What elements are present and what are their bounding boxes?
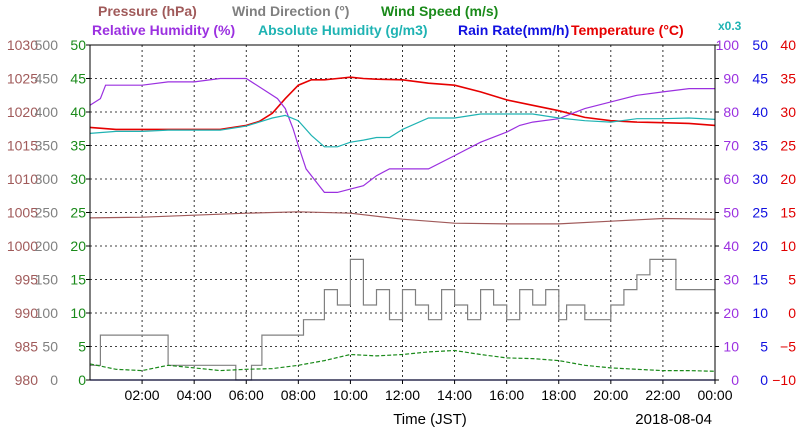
wind_speed-tick-label: 10 xyxy=(70,305,86,321)
series-wind-direction xyxy=(90,258,715,381)
wind_speed-tick-label: 25 xyxy=(70,205,86,221)
pressure-tick-label: 1015 xyxy=(7,138,38,154)
x-tick-label: 22:00 xyxy=(645,387,680,403)
rain-tick-label: 25 xyxy=(752,205,768,221)
series-wind-speed xyxy=(89,349,716,372)
humidity-tick-label: 40 xyxy=(723,238,739,254)
humidity-tick-label: 70 xyxy=(723,138,739,154)
temperature-tick-label: 20 xyxy=(780,171,796,187)
temperature-tick-label: −5 xyxy=(780,339,796,355)
wind_speed-tick-label: 45 xyxy=(70,71,86,87)
wind_dir-tick-label: 200 xyxy=(35,238,59,254)
rain-tick-label: 50 xyxy=(752,37,768,53)
rain-tick-label: 35 xyxy=(752,138,768,154)
rain-tick-label: 20 xyxy=(752,238,768,254)
date-label: 2018-08-04 xyxy=(635,411,712,428)
humidity-tick-label: 20 xyxy=(723,305,739,321)
temperature-tick-label: 5 xyxy=(788,272,796,288)
absolute-humidity-legend-label: Absolute Humidity (g/m3) xyxy=(258,22,428,38)
x-tick-label: 06:00 xyxy=(229,387,264,403)
wind_dir-tick-label: 150 xyxy=(35,272,59,288)
plot-frame xyxy=(89,44,716,381)
humidity-tick-label: 60 xyxy=(723,171,739,187)
x-tick-label: 04:00 xyxy=(177,387,212,403)
humidity-tick-label: 30 xyxy=(723,272,739,288)
x-axis: 02:00 04:00 06:00 08:00 10:00 12:00 14:00 16:00… xyxy=(125,380,733,403)
wind_speed-tick-label: 35 xyxy=(70,138,86,154)
temperature-tick-label: 15 xyxy=(780,205,796,221)
wind_speed-tick-label: 0 xyxy=(78,372,86,388)
wind-direction-legend-label: Wind Direction (°) xyxy=(232,3,349,19)
humidity-tick-label: 100 xyxy=(716,37,740,53)
humidity-legend-label: Relative Humidity (%) xyxy=(92,22,235,38)
pressure-tick-label: 1010 xyxy=(7,171,38,187)
pressure-tick-label: 980 xyxy=(15,372,39,388)
wind_speed-tick-label: 40 xyxy=(70,104,86,120)
wind_dir-tick-label: 300 xyxy=(35,171,59,187)
wind_speed-tick-label: 50 xyxy=(70,37,86,53)
x-tick-label: 16:00 xyxy=(489,387,524,403)
series-absolute-humidity xyxy=(89,113,716,148)
pressure-tick-label: 1000 xyxy=(7,238,38,254)
pressure-tick-label: 995 xyxy=(15,272,39,288)
absolute-humidity-scale-label: x0.3 xyxy=(718,19,742,33)
humidity-tick-label: 50 xyxy=(723,205,739,221)
temperature-tick-label: 35 xyxy=(780,71,796,87)
pressure-tick-label: 1025 xyxy=(7,71,38,87)
temperature-tick-label: −10 xyxy=(772,372,796,388)
series-pressure xyxy=(89,211,716,225)
rain-tick-label: 10 xyxy=(752,305,768,321)
rain-rate-legend-label: Rain Rate(mm/h) xyxy=(458,22,569,38)
series-relative-humidity xyxy=(89,77,715,193)
rain-tick-label: 15 xyxy=(752,272,768,288)
wind_speed-tick-label: 20 xyxy=(70,238,86,254)
rain-tick-label: 30 xyxy=(752,171,768,187)
pressure-tick-label: 985 xyxy=(15,339,39,355)
rain-tick-label: 5 xyxy=(760,339,768,355)
rain-tick-label: 40 xyxy=(752,104,768,120)
wind_dir-tick-label: 50 xyxy=(42,339,58,355)
x-tick-label: 02:00 xyxy=(125,387,160,403)
wind_dir-tick-label: 100 xyxy=(35,305,59,321)
wind-speed-legend-label: Wind Speed (m/s) xyxy=(381,3,498,19)
x-tick-label: 08:00 xyxy=(281,387,316,403)
wind_dir-tick-label: 400 xyxy=(35,104,59,120)
temperature-legend-label: Temperature (°C) xyxy=(571,22,684,38)
temperature-tick-label: 40 xyxy=(780,37,796,53)
x-tick-label: 20:00 xyxy=(593,387,628,403)
x-tick-label: 00:00 xyxy=(697,387,732,403)
wind_dir-tick-label: 350 xyxy=(35,138,59,154)
chart-grid xyxy=(90,45,715,380)
pressure-legend-label: Pressure (hPa) xyxy=(98,3,197,19)
pressure-tick-label: 1005 xyxy=(7,205,38,221)
rain-tick-label: 45 xyxy=(752,71,768,87)
x-tick-label: 12:00 xyxy=(385,387,420,403)
wind_speed-tick-label: 5 xyxy=(78,339,86,355)
x-tick-label: 14:00 xyxy=(437,387,472,403)
wind_dir-tick-label: 250 xyxy=(35,205,59,221)
wind_dir-tick-label: 450 xyxy=(35,71,59,87)
temperature-tick-label: 10 xyxy=(780,238,796,254)
temperature-tick-label: 0 xyxy=(788,305,796,321)
series-temperature xyxy=(89,76,716,131)
temperature-tick-label: 30 xyxy=(780,104,796,120)
y-axes: 9809859909951000100510101015102010251030… xyxy=(7,37,796,388)
x-tick-label: 18:00 xyxy=(541,387,576,403)
humidity-tick-label: 0 xyxy=(731,372,739,388)
wind_speed-tick-label: 15 xyxy=(70,272,86,288)
temperature-tick-label: 25 xyxy=(780,138,796,154)
x-axis-label: Time (JST) xyxy=(393,411,467,428)
wind_dir-tick-label: 500 xyxy=(35,37,59,53)
wind_speed-tick-label: 30 xyxy=(70,171,86,187)
humidity-tick-label: 10 xyxy=(723,339,739,355)
humidity-tick-label: 90 xyxy=(723,71,739,87)
pressure-tick-label: 990 xyxy=(15,305,39,321)
x-tick-label: 10:00 xyxy=(333,387,368,403)
rain-tick-label: 0 xyxy=(760,372,768,388)
pressure-tick-label: 1020 xyxy=(7,104,38,120)
wind_dir-tick-label: 0 xyxy=(50,372,58,388)
humidity-tick-label: 80 xyxy=(723,104,739,120)
pressure-tick-label: 1030 xyxy=(7,37,38,53)
